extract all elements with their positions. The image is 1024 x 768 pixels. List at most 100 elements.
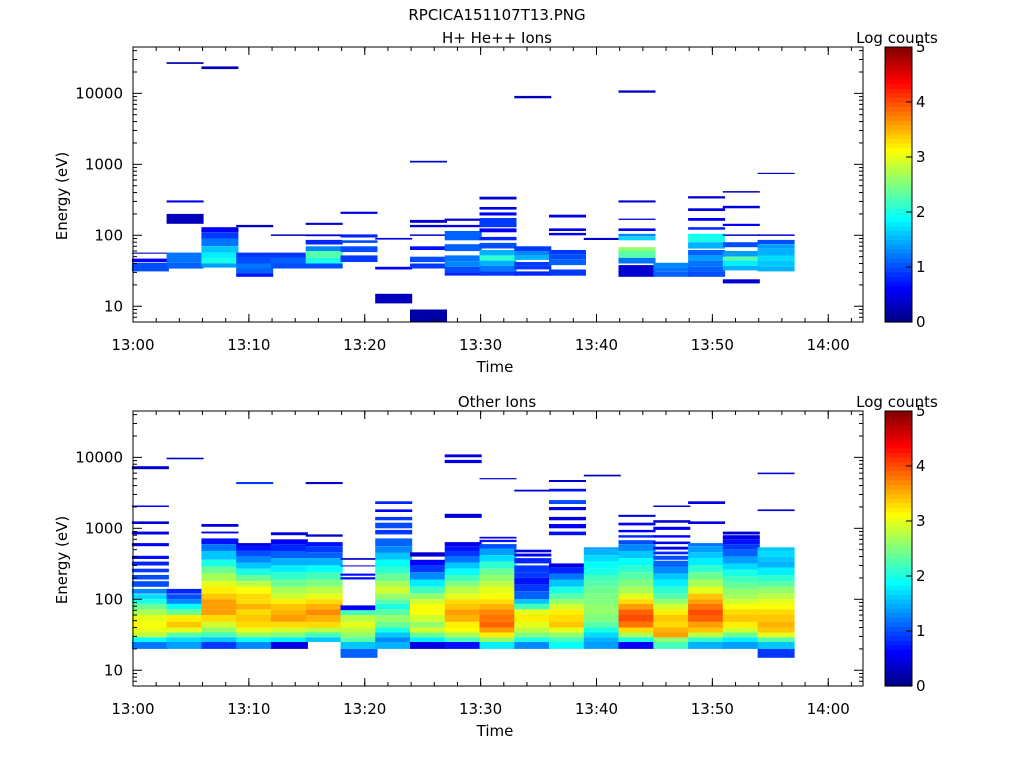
heatmap-cell bbox=[618, 540, 656, 545]
colorbar-segment bbox=[885, 585, 912, 591]
heatmap-cell bbox=[618, 621, 656, 628]
heatmap-cell bbox=[479, 615, 517, 622]
colorbar-segment bbox=[885, 534, 912, 540]
heatmap-cell bbox=[618, 218, 656, 220]
heatmap-cell bbox=[653, 526, 691, 530]
figure-title: RPCICA151107T13.PNG bbox=[408, 6, 585, 24]
heatmap-cell bbox=[201, 637, 239, 642]
heatmap-cell bbox=[479, 478, 517, 480]
heatmap-cell bbox=[201, 573, 239, 582]
heatmap-cell bbox=[201, 559, 239, 567]
heatmap-cell bbox=[688, 599, 726, 604]
heatmap-cell bbox=[444, 615, 482, 622]
heatmap-cell bbox=[757, 621, 795, 628]
heatmap-cell bbox=[375, 637, 413, 642]
heatmap-cell bbox=[514, 265, 552, 270]
colorbar-segment bbox=[885, 88, 912, 94]
heatmap-cell bbox=[410, 603, 447, 610]
heatmap-cell bbox=[236, 546, 274, 551]
panel-h-he-ions: H+ He++ Ions Log counts Energy (eV) Time… bbox=[53, 29, 938, 376]
y-tick-label: 10 bbox=[104, 661, 123, 679]
heatmap-cell bbox=[131, 603, 169, 610]
heatmap-cell bbox=[479, 561, 517, 569]
heatmap-cell bbox=[549, 599, 586, 604]
colorbar-segment bbox=[885, 566, 912, 573]
heatmap-cell bbox=[514, 632, 552, 638]
x-tick-label: 13:00 bbox=[111, 700, 154, 718]
colorbar-segment bbox=[885, 152, 912, 158]
axes: 13:00 13:10 13:20 13:30 13:40 13:50 14:00 10 100… bbox=[75, 46, 864, 354]
colorbar-segment bbox=[885, 193, 912, 199]
heatmap-cell bbox=[410, 559, 447, 566]
heatmap-cell bbox=[479, 218, 517, 228]
heatmap-cell bbox=[583, 581, 621, 587]
colorbar-segment bbox=[885, 640, 912, 646]
heatmap-cell bbox=[757, 260, 795, 267]
heatmap-cell bbox=[444, 599, 482, 604]
heatmap-cell bbox=[410, 632, 447, 638]
heatmap-cell bbox=[583, 593, 621, 600]
heatmap-cell bbox=[131, 543, 169, 547]
heatmap-cell bbox=[201, 246, 239, 253]
colorbar-segment bbox=[885, 138, 912, 144]
heatmap-cell bbox=[375, 237, 413, 240]
colorbar-segment bbox=[885, 653, 912, 660]
heatmap-cell bbox=[618, 599, 656, 604]
heatmap-cell bbox=[479, 575, 517, 582]
heatmap-cell bbox=[340, 648, 378, 658]
heatmap-cell bbox=[236, 263, 274, 269]
heatmap-cell bbox=[201, 581, 239, 587]
heatmap-cell bbox=[131, 594, 169, 600]
heatmap-cell bbox=[236, 603, 274, 610]
colorbar-segment bbox=[885, 466, 912, 472]
heatmap-cell bbox=[618, 642, 656, 649]
colorbar-segment bbox=[885, 631, 912, 637]
heatmap-cell bbox=[131, 575, 169, 580]
heatmap-cell bbox=[375, 546, 413, 553]
heatmap-cell bbox=[688, 266, 726, 272]
colorbar-segment bbox=[885, 221, 912, 227]
colorbar-segment bbox=[885, 239, 912, 245]
heatmap-cell bbox=[201, 599, 239, 604]
colorbar-segment bbox=[885, 51, 912, 57]
heatmap-cell bbox=[549, 637, 586, 642]
heatmap-cell bbox=[166, 621, 204, 628]
heatmap-cell bbox=[618, 265, 656, 277]
heatmap-cell bbox=[688, 227, 726, 230]
heatmap-cell bbox=[722, 242, 760, 248]
heatmap-cell bbox=[131, 609, 169, 615]
heatmap-cell bbox=[549, 214, 586, 218]
heatmap-cell bbox=[410, 637, 447, 642]
heatmap-cell bbox=[444, 637, 482, 642]
heatmap-cell bbox=[757, 561, 795, 568]
colorbar-segment bbox=[885, 129, 912, 135]
heatmap-cell bbox=[757, 615, 795, 622]
heatmap-cell bbox=[688, 501, 726, 504]
heatmap-cell bbox=[166, 603, 204, 610]
heatmap-cell bbox=[444, 550, 482, 557]
heatmap-cell bbox=[757, 239, 795, 245]
heatmap-cell bbox=[653, 599, 691, 604]
heatmap-cell bbox=[201, 627, 239, 633]
colorbar-segment bbox=[885, 189, 912, 195]
heatmap-cell bbox=[131, 555, 169, 559]
heatmap-cell bbox=[549, 531, 586, 536]
heatmap-cell bbox=[270, 544, 308, 551]
colorbar-segment bbox=[885, 511, 912, 518]
heatmap-cell bbox=[444, 581, 482, 587]
heatmap-cell bbox=[410, 599, 447, 604]
heatmap-cell bbox=[653, 546, 691, 550]
heatmap-cell bbox=[549, 269, 586, 276]
colorbar-segment bbox=[885, 280, 912, 286]
heatmap-cell bbox=[514, 271, 552, 276]
heatmap-cell bbox=[166, 252, 204, 263]
heatmap-cell bbox=[410, 552, 447, 557]
heatmap-cell bbox=[305, 603, 343, 610]
heatmap-cell bbox=[479, 637, 517, 642]
heatmap-cell bbox=[514, 642, 552, 649]
heatmap-cell bbox=[270, 642, 308, 649]
colorbar-segment bbox=[885, 143, 912, 149]
heatmap-cell bbox=[722, 191, 760, 193]
heatmap-cell bbox=[653, 603, 691, 610]
heatmap-cell bbox=[236, 642, 274, 649]
